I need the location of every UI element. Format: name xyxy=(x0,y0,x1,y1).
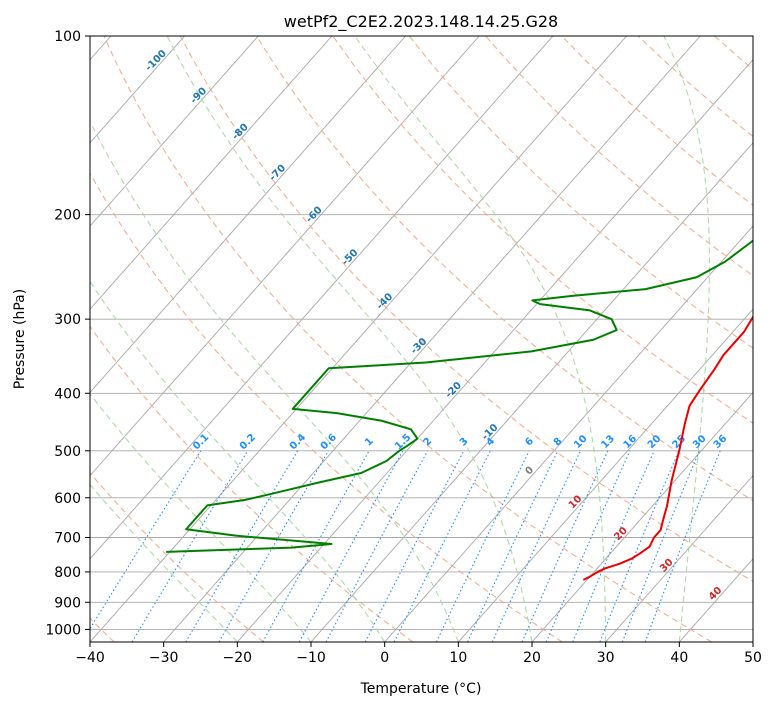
y-tick-label: 500 xyxy=(54,444,81,460)
isotherm-line xyxy=(163,36,701,642)
isotherm-line xyxy=(90,36,333,310)
mixing-ratio-line xyxy=(325,450,429,642)
y-axis-ticks: 100 200 300 400 500 600 700 800 900 1000 xyxy=(45,29,90,638)
mixing-ratio-line xyxy=(393,450,491,642)
y-tick-label: 900 xyxy=(54,595,81,611)
temperature-profile-line xyxy=(582,315,753,581)
moist-adiabat xyxy=(354,36,607,642)
moist-adiabat xyxy=(90,393,312,642)
pressure-gridlines xyxy=(90,36,753,630)
x-tick-label: 30 xyxy=(597,650,615,666)
dry-adiabat xyxy=(332,36,753,424)
isotherm-line xyxy=(90,36,406,394)
isotherm-line xyxy=(90,36,259,227)
x-tick-label: 50 xyxy=(744,650,762,666)
moist-adiabat xyxy=(90,483,238,642)
mixing-ratio-line xyxy=(621,450,700,642)
mixing-ratio-line xyxy=(131,450,249,642)
x-tick-label: 20 xyxy=(523,650,541,666)
x-tick-label: 40 xyxy=(670,650,688,666)
mixing-ratio-line xyxy=(599,450,680,642)
profile-lines xyxy=(166,239,753,581)
isotherm-lines xyxy=(90,36,753,642)
moist-adiabat xyxy=(90,280,386,642)
dry-adiabat xyxy=(90,325,414,642)
moist-adiabat xyxy=(663,36,711,642)
y-tick-label: 200 xyxy=(54,208,81,224)
isotherm-line xyxy=(531,391,753,642)
y-tick-label: 1000 xyxy=(45,622,81,638)
dry-adiabat xyxy=(179,36,753,582)
dewpoint-profile-line xyxy=(166,239,753,553)
x-axis-ticks: −40 −30 −20 −10 0 10 20 30 40 50 xyxy=(75,642,762,666)
moist-adiabat-lines xyxy=(90,36,711,642)
x-axis-label: Temperature (°C) xyxy=(360,681,482,697)
x-tick-label: 0 xyxy=(380,650,389,666)
moist-adiabat xyxy=(166,36,533,642)
chart-title: wetPf2_C2E2.2023.148.14.25.G28 xyxy=(284,12,558,32)
mixing-ratio-line xyxy=(644,450,721,642)
dry-adiabat xyxy=(103,36,712,642)
dry-adiabat xyxy=(256,36,753,502)
x-tick-label: −40 xyxy=(75,650,105,666)
y-axis-label: Pressure (hPa) xyxy=(12,289,28,389)
x-tick-label: 10 xyxy=(449,650,467,666)
mixing-ratio-line xyxy=(435,450,530,642)
y-tick-label: 300 xyxy=(54,312,81,328)
dry-adiabat-lines xyxy=(90,36,753,642)
mixing-ratio-line xyxy=(298,450,404,642)
isotherm-line xyxy=(310,142,753,642)
dry-adiabat xyxy=(90,472,264,642)
y-tick-label: 400 xyxy=(54,386,81,402)
x-tick-label: −30 xyxy=(149,650,179,666)
dry-adiabat xyxy=(408,36,753,349)
isotherm-line xyxy=(236,58,753,642)
isotherm-line xyxy=(90,36,480,477)
isotherm-line xyxy=(457,308,753,642)
dry-adiabat xyxy=(90,172,563,642)
isotherm-line xyxy=(384,225,753,642)
x-tick-label: −10 xyxy=(296,650,326,666)
isotherm-line xyxy=(90,36,627,642)
isotherm-line xyxy=(90,36,185,144)
isotherm-line xyxy=(605,474,753,642)
mixing-ratio-line xyxy=(572,450,655,642)
plot-frame xyxy=(89,35,754,643)
y-tick-label: 600 xyxy=(54,491,81,507)
mixing-ratio-line xyxy=(521,450,609,642)
mixing-ratio-line xyxy=(545,450,631,642)
y-tick-label: 700 xyxy=(54,531,81,547)
moist-adiabat xyxy=(90,120,459,642)
mixing-ratio-line xyxy=(262,450,370,642)
y-tick-label: 800 xyxy=(54,565,81,581)
x-tick-label: −20 xyxy=(223,650,253,666)
isotherm-line xyxy=(90,36,554,560)
y-tick-label: 100 xyxy=(54,29,81,45)
mixing-ratio-lines xyxy=(90,450,721,642)
